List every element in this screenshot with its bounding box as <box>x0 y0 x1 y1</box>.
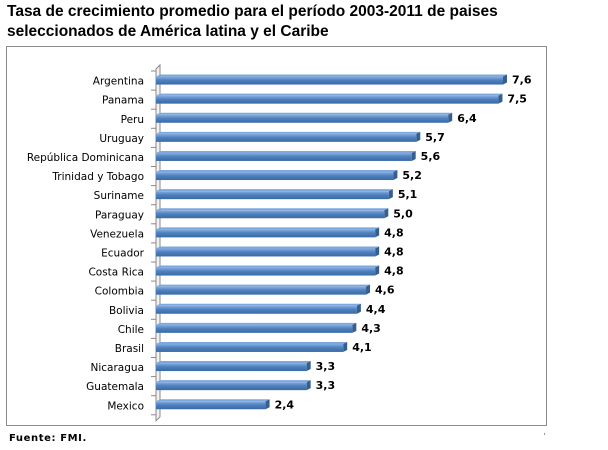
bar <box>156 267 376 276</box>
category-label: República Dominicana <box>27 152 144 164</box>
bar-top-face <box>156 322 357 325</box>
bar-end-face <box>498 93 503 104</box>
bar <box>156 363 307 372</box>
bar-top-face <box>156 341 348 344</box>
bar-top-face <box>156 150 416 153</box>
category-label: Peru <box>121 114 144 126</box>
chart-title-line-1: Tasa de crecimiento promedio para el per… <box>7 3 498 20</box>
bar <box>156 95 499 104</box>
value-label: 5,1 <box>398 188 418 201</box>
bar <box>156 305 357 314</box>
category-label: Brasil <box>115 343 144 355</box>
bar <box>156 114 449 123</box>
bars-layer <box>156 74 507 410</box>
bar-end-face <box>356 303 361 314</box>
bar-end-face <box>352 322 357 333</box>
bar-end-face <box>375 265 380 276</box>
bar <box>156 286 367 295</box>
bar-top-face <box>156 265 380 268</box>
bar-top-face <box>156 284 371 287</box>
category-label: Venezuela <box>90 228 144 240</box>
bar-top-face <box>156 131 421 134</box>
bar-top-face <box>156 399 270 402</box>
bar <box>156 133 417 142</box>
bar <box>156 324 353 333</box>
bar <box>156 229 376 238</box>
bar-top-face <box>156 361 311 364</box>
value-label: 5,0 <box>393 207 413 220</box>
bar-chart: Argentina 7,6 Panama 7,5 Peru 6,4 Uruguay 5,7 Re… <box>27 63 532 423</box>
category-label: Mexico <box>107 400 144 412</box>
bar <box>156 152 412 161</box>
value-label: 2,4 <box>275 398 295 411</box>
value-label: 6,4 <box>457 112 477 125</box>
bar-end-face <box>503 74 507 85</box>
bar-top-face <box>156 380 311 383</box>
value-label: 4,8 <box>384 226 404 239</box>
category-label: Trinidad y Tobago <box>51 171 144 183</box>
value-label: 4,8 <box>384 245 404 258</box>
value-label: 7,5 <box>507 93 527 106</box>
category-label: Argentina <box>93 76 144 88</box>
labels-layer: Argentina 7,6 Panama 7,5 Peru 6,4 Uruguay 5,7 Re… <box>27 74 532 413</box>
bar <box>156 191 389 200</box>
value-label: 5,2 <box>402 169 422 182</box>
category-label: Suriname <box>94 190 144 202</box>
bar-end-face <box>448 112 453 123</box>
bar-end-face <box>416 131 421 142</box>
chart-title-line-2: seleccionados de América latina y el Car… <box>7 23 329 40</box>
category-label: Paraguay <box>95 209 144 221</box>
bar <box>156 382 307 391</box>
bar-top-face <box>156 170 398 173</box>
source-note: Fuente: FMI. <box>9 433 87 444</box>
bar <box>156 343 344 352</box>
bar-top-face <box>156 208 389 211</box>
bar-top-face <box>156 93 503 96</box>
bar-top-face <box>156 227 380 230</box>
category-label: Guatemala <box>86 381 144 393</box>
bar-top-face <box>156 112 453 115</box>
bar-end-face <box>384 208 389 219</box>
bar-end-face <box>343 341 348 352</box>
value-label: 4,4 <box>366 303 386 316</box>
category-label: Chile <box>118 324 144 336</box>
value-label: 4,8 <box>384 265 404 278</box>
value-label: 4,6 <box>375 284 395 297</box>
value-label: 3,3 <box>316 379 336 392</box>
value-label: 4,1 <box>352 341 372 354</box>
bar-top-face <box>156 246 380 249</box>
bar-top-face <box>156 189 393 192</box>
bar-end-face <box>388 189 393 200</box>
bar <box>156 210 385 219</box>
value-label: 3,3 <box>316 360 336 373</box>
value-label: 4,3 <box>361 322 381 335</box>
bar-top-face <box>156 74 507 77</box>
category-label: Panama <box>102 95 144 107</box>
bar-end-face <box>265 399 270 410</box>
category-label: Ecuador <box>101 247 145 259</box>
bar-end-face <box>366 284 371 295</box>
bar-end-face <box>375 246 380 257</box>
category-label: Nicaragua <box>91 362 144 374</box>
bar-end-face <box>306 361 311 372</box>
category-label: Costa Rica <box>88 267 144 279</box>
bar <box>156 401 266 410</box>
value-label: 5,7 <box>425 131 445 144</box>
category-label: Bolivia <box>109 305 144 317</box>
category-label: Colombia <box>95 286 144 298</box>
bar-end-face <box>411 150 416 161</box>
bar <box>156 76 503 85</box>
corner-mark <box>544 433 545 435</box>
category-label: Uruguay <box>99 133 144 145</box>
bar-end-face <box>375 227 380 238</box>
bar-end-face <box>306 380 311 391</box>
value-label: 7,6 <box>512 74 532 87</box>
chart-title: Tasa de crecimiento promedio para el per… <box>7 2 567 42</box>
bar <box>156 172 394 181</box>
bar <box>156 248 376 257</box>
value-label: 5,6 <box>421 150 441 163</box>
bar-end-face <box>393 170 398 181</box>
bar-top-face <box>156 303 361 306</box>
